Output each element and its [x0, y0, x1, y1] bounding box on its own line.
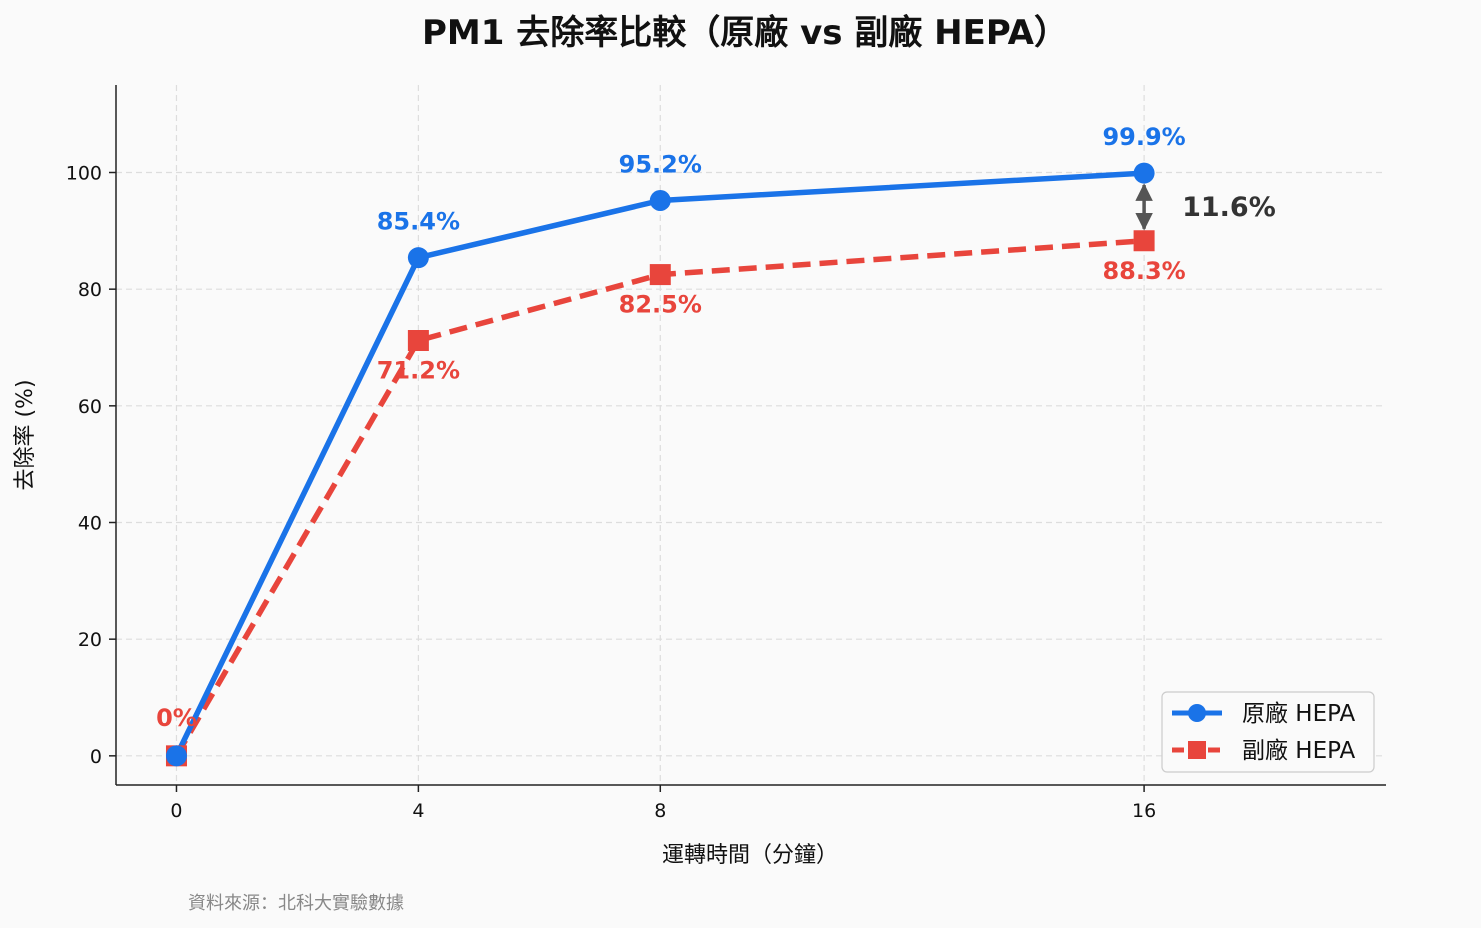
series-line-0	[173, 170, 1147, 759]
x-tick-label-3: 16	[1132, 800, 1156, 822]
y-tick-label-2: 40	[78, 513, 102, 535]
series-line-1	[174, 238, 1145, 758]
chart-title: PM1 去除率比較（原廠 vs 副廠 HEPA）	[422, 13, 1068, 53]
y-tick-label-5: 100	[66, 163, 102, 185]
series-1-data-label-3: 88.3%	[1102, 257, 1185, 285]
series-1-point-1	[407, 330, 429, 351]
x-tick-label-2: 8	[654, 800, 666, 822]
legend-label-original: 原廠 HEPA	[1242, 701, 1356, 727]
series-1-data-label-2: 82.5%	[619, 291, 702, 319]
grid	[116, 85, 1386, 785]
series-1-data-label-0: 0%	[156, 704, 197, 732]
ticks: 0 20 40 60 80 100 0 4 8 16	[66, 163, 1156, 823]
legend-marker-original	[1188, 704, 1206, 722]
series-1-point-3	[1133, 230, 1155, 252]
series-0-data-label-3: 99.9%	[1102, 123, 1185, 151]
gap-label: 11.6%	[1182, 192, 1276, 223]
series-0-point-1	[407, 247, 429, 269]
legend-label-aftermarket: 副廠 HEPA	[1242, 738, 1356, 764]
series-0-point-3	[1133, 162, 1155, 184]
x-tick-label-1: 4	[412, 800, 424, 822]
series-0-data-label-2: 95.2%	[619, 151, 702, 179]
y-tick-label-0: 0	[90, 746, 102, 768]
y-tick-label-3: 60	[78, 396, 102, 418]
series-0-point-2	[649, 190, 671, 211]
x-axis-label: 運轉時間（分鐘）	[662, 843, 838, 868]
y-axis-label: 去除率 (%)	[13, 379, 38, 490]
series-1-point-2	[649, 264, 671, 286]
series: 85.4% 95.2% 99.9% 0% 71.2% 82.5% 88.3%	[156, 123, 1186, 767]
legend-marker-aftermarket	[1188, 741, 1206, 759]
y-tick-label-1: 20	[78, 629, 102, 651]
source-note: 資料來源：北科大實驗數據	[188, 893, 404, 914]
series-0-point-0	[165, 745, 187, 767]
x-tick-label-0: 0	[170, 800, 182, 822]
series-0-data-label-1: 85.4%	[377, 208, 460, 236]
series-1-data-label-1: 71.2%	[377, 357, 460, 385]
legend: 原廠 HEPA 副廠 HEPA	[1161, 691, 1375, 773]
gap-annotation: 11.6%	[1135, 183, 1276, 231]
y-tick-label-4: 80	[78, 279, 102, 301]
